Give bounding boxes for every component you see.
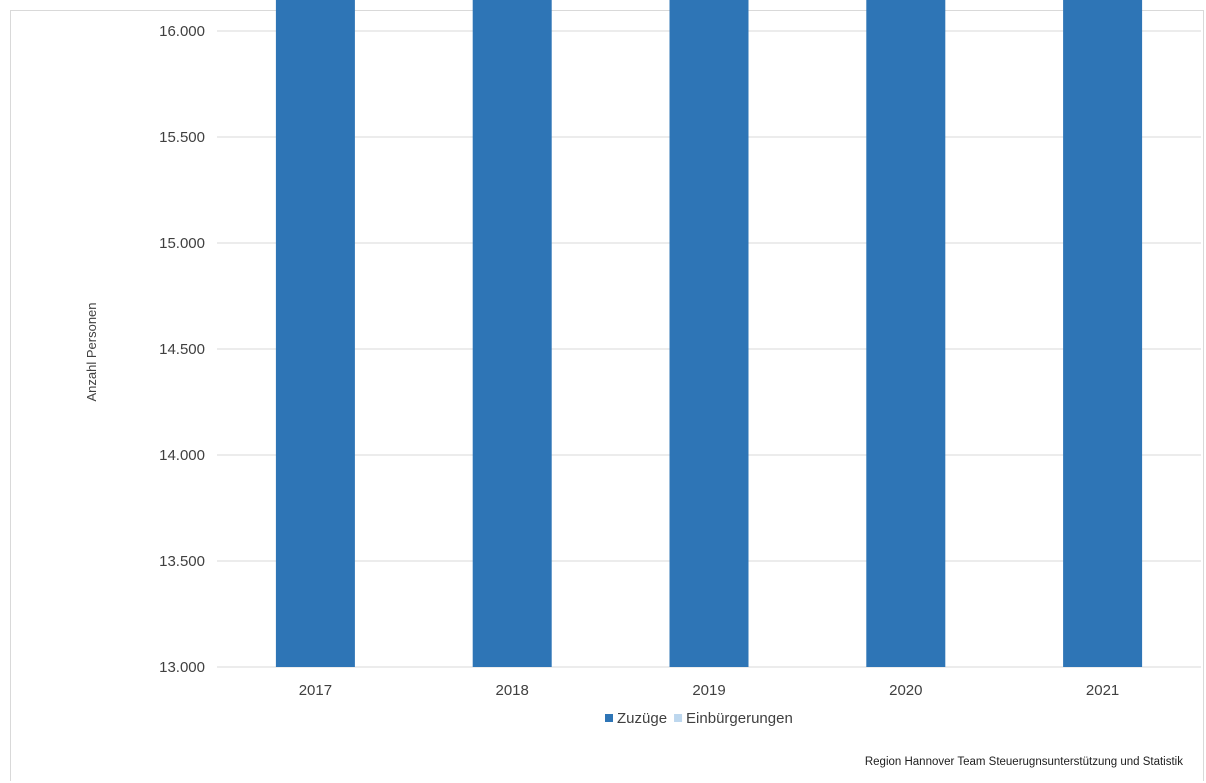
bar-zuzuege-2017 <box>275 0 355 667</box>
legend-label: Einbürgerungen <box>686 710 793 727</box>
legend: Zuzüge Einbürgerungen <box>605 710 793 727</box>
x-tick-label: 2019 <box>692 682 725 699</box>
legend-swatch <box>605 714 613 722</box>
y-tick-label: 13.500 <box>159 553 205 570</box>
y-tick-label: 15.500 <box>159 129 205 146</box>
y-axis-label: Anzahl Personen <box>84 302 99 401</box>
bar-zuzuege-2020 <box>866 0 946 667</box>
y-tick-label: 14.500 <box>159 341 205 358</box>
y-tick-label: 15.000 <box>159 235 205 252</box>
x-tick-label: 2020 <box>889 682 922 699</box>
source-note: Region Hannover Team Steuerugnsunterstüt… <box>865 756 1183 768</box>
legend-swatch <box>674 714 683 722</box>
x-axis-ticks: 2017 2018 2019 2020 2021 <box>299 682 1120 699</box>
y-axis-ticks: 13.000 13.500 14.000 14.500 15.000 15.500 16.0… <box>159 23 205 676</box>
y-tick-label: 16.000 <box>159 23 205 40</box>
bars <box>275 0 1143 667</box>
bar-zuzuege-2021 <box>1063 0 1143 667</box>
x-tick-label: 2021 <box>1086 682 1119 699</box>
y-tick-label: 14.000 <box>159 447 205 464</box>
y-tick-label: 13.000 <box>159 659 205 676</box>
x-tick-label: 2018 <box>496 682 529 699</box>
x-tick-label: 2017 <box>299 682 332 699</box>
chart-frame <box>10 10 1204 781</box>
legend-label: Zuzüge <box>617 710 667 727</box>
bar-zuzuege-2018 <box>472 0 552 667</box>
bar-zuzuege-2019 <box>669 0 749 667</box>
